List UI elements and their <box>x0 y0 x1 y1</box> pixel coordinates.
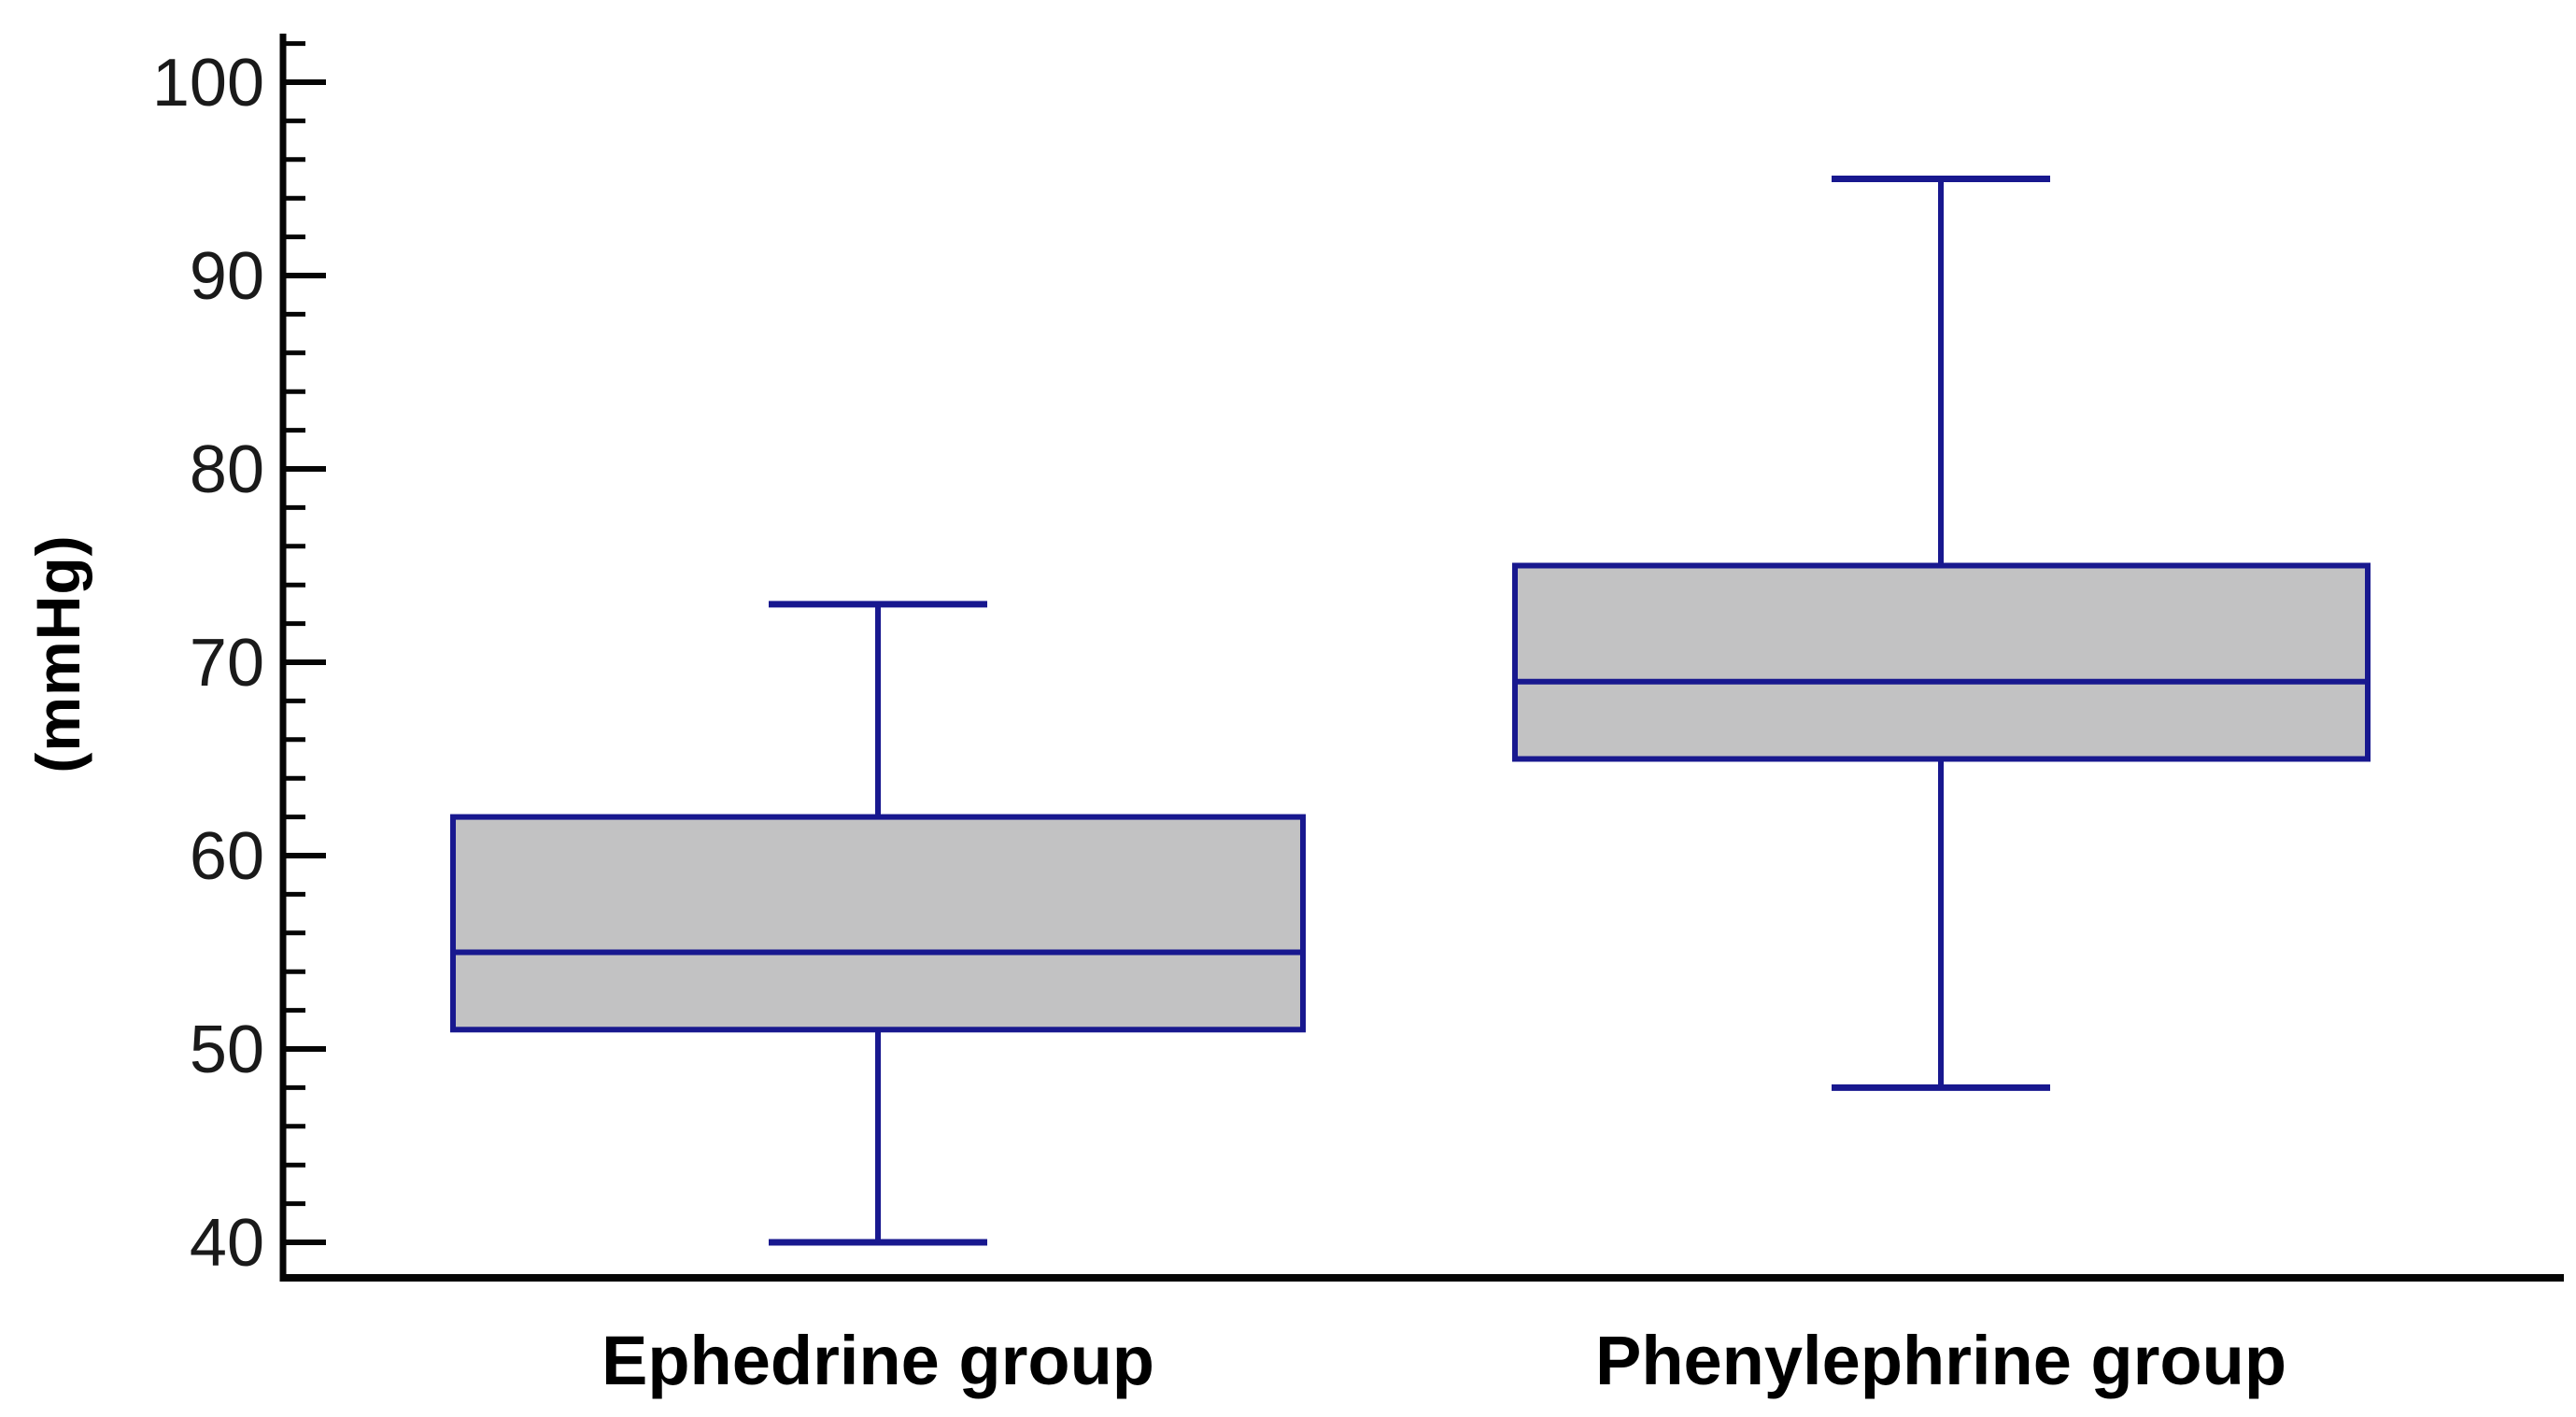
iqr-box <box>1512 562 2371 762</box>
y-tick-label: 40 <box>190 1206 264 1281</box>
iqr-box <box>450 814 1306 1033</box>
y-tick-label: 80 <box>190 432 264 507</box>
y-tick-label: 60 <box>190 819 264 894</box>
y-tick-label: 50 <box>190 1013 264 1087</box>
y-tick-label: 90 <box>190 239 264 314</box>
category-label-phenylephrine: Phenylephrine group <box>1594 1322 2287 1399</box>
y-axis-title: (mmHg) <box>23 534 92 773</box>
category-label-ephedrine: Ephedrine group <box>602 1322 1154 1399</box>
y-tick-label: 100 <box>152 46 264 120</box>
y-tick-label: 70 <box>190 626 264 701</box>
